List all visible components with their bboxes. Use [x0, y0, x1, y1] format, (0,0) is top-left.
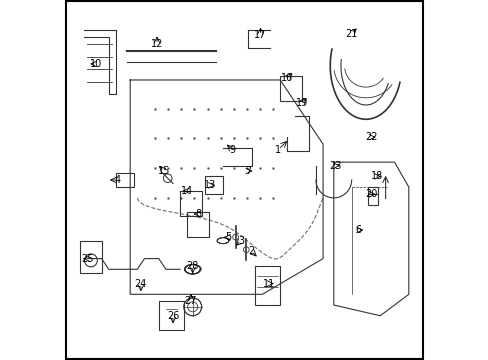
- Text: 17: 17: [254, 30, 266, 40]
- Bar: [205, 176, 223, 194]
- Text: 9: 9: [228, 145, 235, 155]
- Text: 11: 11: [263, 279, 275, 289]
- Text: 24: 24: [134, 279, 147, 289]
- Text: 7: 7: [244, 166, 251, 176]
- Bar: [367, 187, 378, 205]
- Text: 8: 8: [195, 209, 201, 219]
- Text: 26: 26: [166, 311, 179, 321]
- Text: 20: 20: [365, 189, 377, 199]
- Text: 2: 2: [248, 247, 254, 256]
- Text: 1: 1: [275, 145, 281, 155]
- Text: 5: 5: [225, 232, 231, 242]
- Bar: [159, 301, 183, 330]
- Text: 18: 18: [370, 171, 382, 181]
- Text: 28: 28: [186, 261, 199, 271]
- Bar: [280, 76, 301, 102]
- Text: 10: 10: [90, 59, 102, 69]
- Text: 13: 13: [204, 180, 216, 190]
- Text: 15: 15: [158, 166, 170, 176]
- Text: 27: 27: [184, 296, 197, 306]
- Text: 23: 23: [329, 161, 341, 171]
- Text: 22: 22: [365, 132, 377, 142]
- Text: 6: 6: [355, 225, 361, 235]
- Text: 3: 3: [237, 236, 244, 246]
- Text: 4: 4: [114, 175, 121, 185]
- Text: 12: 12: [150, 39, 163, 49]
- Bar: [80, 241, 102, 273]
- Text: 19: 19: [295, 98, 307, 108]
- Text: 21: 21: [345, 28, 357, 39]
- Text: 25: 25: [81, 253, 93, 264]
- Text: 14: 14: [181, 186, 193, 196]
- Bar: [116, 173, 134, 187]
- Text: 16: 16: [281, 73, 293, 83]
